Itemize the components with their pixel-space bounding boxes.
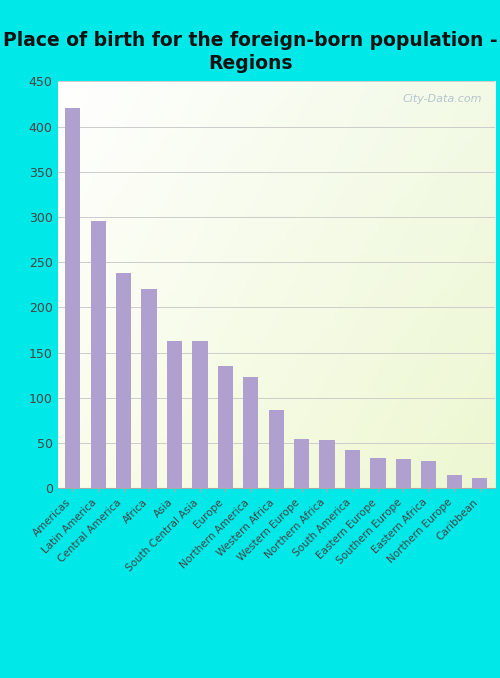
Bar: [65, 108, 80, 488]
Bar: [294, 439, 310, 488]
Bar: [396, 459, 411, 488]
Bar: [421, 461, 436, 488]
Bar: [218, 366, 233, 488]
Bar: [370, 458, 386, 488]
Bar: [320, 440, 335, 488]
Bar: [446, 475, 462, 488]
Text: City-Data.com: City-Data.com: [402, 94, 482, 104]
Bar: [345, 450, 360, 488]
Bar: [243, 377, 258, 488]
Bar: [472, 478, 488, 488]
Text: Place of birth for the foreign-born population -
Regions: Place of birth for the foreign-born popu…: [2, 31, 498, 73]
Bar: [268, 410, 284, 488]
Bar: [142, 290, 156, 488]
Bar: [167, 341, 182, 488]
Bar: [192, 341, 208, 488]
Bar: [90, 222, 106, 488]
Bar: [116, 273, 132, 488]
